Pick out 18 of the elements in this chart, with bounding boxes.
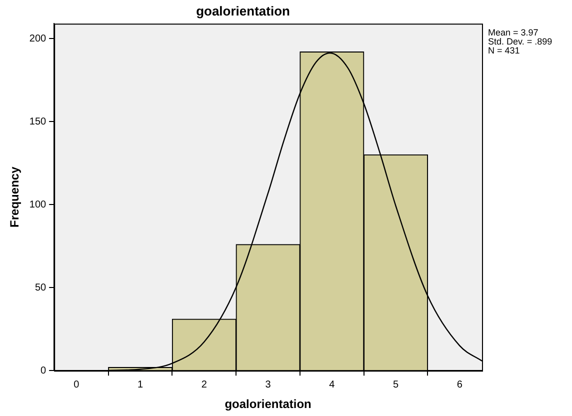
y-tick-label: 100: [29, 199, 47, 210]
y-tick-label: 0: [40, 365, 47, 376]
y-tick-label: 150: [29, 116, 47, 128]
text: N = 431: [488, 46, 520, 56]
y-tick-label: 200: [29, 33, 47, 44]
y-tick-label: 50: [34, 282, 47, 294]
x-tick-label: 1: [138, 379, 144, 390]
x-axis-title: goalorientation: [224, 397, 312, 412]
text: Mean = 3.97: [488, 28, 538, 38]
x-tick-label: 5: [392, 379, 399, 390]
chart-title: goalorientation: [196, 3, 290, 18]
x-tick-label: 3: [265, 379, 272, 390]
x-tick-label: 4: [329, 379, 336, 390]
x-tick-label: 2: [201, 379, 208, 390]
text: Std. Dev. = .899: [488, 36, 552, 47]
x-tick-label: 0: [74, 379, 80, 390]
y-axis-title: Frequency: [8, 166, 22, 228]
x-tick-label: 6: [456, 379, 463, 390]
